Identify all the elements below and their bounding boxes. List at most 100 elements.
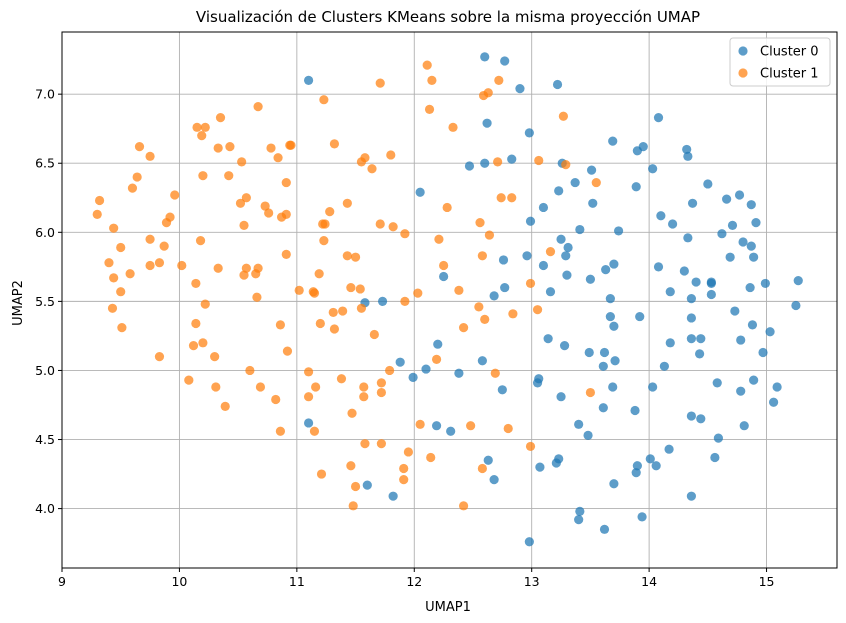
data-point — [154, 352, 165, 362]
data-point — [706, 289, 716, 300]
data-point — [736, 386, 746, 396]
x-axis-label: UMAP1 — [425, 600, 471, 615]
data-point — [478, 90, 489, 101]
data-point — [585, 274, 596, 284]
data-point — [260, 201, 270, 211]
data-point — [695, 349, 705, 359]
data-point — [648, 164, 658, 174]
data-point — [154, 258, 165, 268]
data-point — [311, 382, 321, 392]
data-point — [145, 234, 155, 244]
data-point — [377, 296, 388, 306]
data-point — [116, 287, 126, 297]
data-point — [439, 260, 449, 271]
data-point — [388, 491, 398, 501]
data-point — [605, 294, 615, 304]
data-point — [686, 313, 696, 323]
data-point — [734, 190, 745, 200]
data-point — [213, 263, 223, 273]
data-point — [613, 226, 624, 236]
data-point — [286, 140, 296, 150]
data-point — [749, 375, 759, 385]
data-point — [665, 287, 675, 297]
legend-label: Cluster 1 — [760, 67, 819, 82]
data-point — [713, 433, 724, 443]
data-point — [424, 104, 435, 114]
data-point — [545, 247, 556, 257]
data-point — [686, 334, 696, 344]
grid — [61, 32, 837, 568]
data-point — [683, 233, 693, 243]
data-point — [651, 461, 661, 471]
data-point — [198, 338, 208, 348]
data-points — [92, 52, 803, 547]
data-point — [464, 161, 475, 171]
data-point — [515, 84, 525, 94]
data-point — [477, 356, 487, 366]
data-point — [255, 382, 266, 392]
data-point — [376, 439, 386, 449]
data-point — [477, 251, 487, 261]
data-point — [195, 235, 206, 246]
data-point — [253, 101, 263, 112]
data-point — [563, 242, 573, 253]
data-point — [598, 361, 608, 371]
data-point — [691, 277, 701, 287]
data-point — [648, 382, 658, 392]
data-point — [601, 265, 611, 275]
data-point — [315, 318, 325, 329]
data-point — [184, 375, 194, 385]
data-point — [522, 251, 532, 261]
data-point — [574, 515, 584, 525]
data-point — [294, 285, 304, 295]
legend-marker — [738, 68, 748, 78]
data-point — [356, 303, 367, 313]
data-point — [200, 299, 210, 309]
data-point — [710, 452, 720, 463]
data-point — [768, 397, 779, 407]
data-point — [375, 78, 385, 88]
data-point — [309, 288, 320, 298]
plot-area — [61, 31, 838, 569]
data-point — [483, 455, 493, 465]
data-point — [686, 491, 696, 501]
data-point — [524, 128, 534, 138]
data-point — [281, 249, 291, 260]
data-point — [480, 158, 490, 168]
data-point — [524, 537, 534, 547]
data-point — [747, 320, 758, 330]
data-point — [552, 79, 563, 90]
data-point — [500, 282, 510, 293]
data-point — [385, 365, 395, 376]
data-point — [493, 157, 503, 167]
data-point — [475, 218, 485, 228]
data-point — [198, 171, 208, 181]
data-point — [683, 151, 693, 161]
data-point — [480, 314, 490, 324]
data-point — [507, 154, 517, 164]
data-point — [503, 423, 513, 434]
data-point — [653, 262, 664, 272]
data-point — [696, 414, 706, 424]
data-point — [433, 339, 443, 349]
data-point — [329, 324, 340, 334]
data-point — [575, 224, 585, 235]
data-point — [489, 474, 499, 485]
data-point — [431, 354, 442, 365]
data-point — [554, 454, 564, 464]
data-point — [116, 242, 126, 253]
data-point — [245, 365, 255, 376]
data-point — [134, 142, 145, 152]
data-point — [561, 160, 571, 170]
data-point — [525, 216, 536, 226]
data-point — [276, 212, 287, 222]
data-point — [388, 222, 398, 232]
data-point — [346, 282, 356, 293]
data-point — [525, 441, 536, 452]
data-point — [303, 392, 314, 402]
data-point — [159, 241, 169, 251]
data-point — [359, 382, 369, 392]
data-point — [319, 235, 329, 246]
y-tick-label: 5.0 — [35, 363, 55, 378]
data-point — [727, 220, 738, 231]
